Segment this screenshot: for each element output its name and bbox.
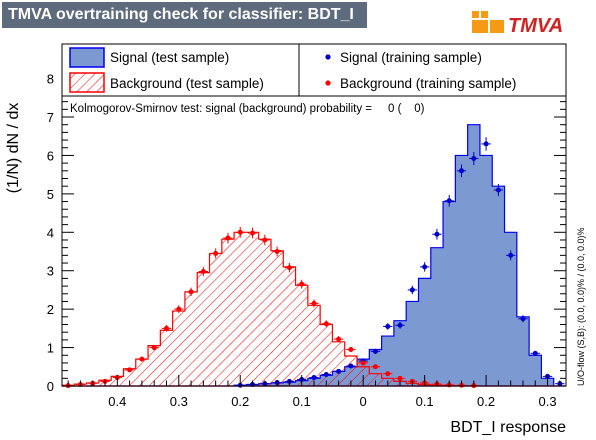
signal-train-point bbox=[495, 187, 501, 193]
y-axis-label: (1/N) dN / dx bbox=[5, 103, 22, 194]
background-train-point bbox=[163, 325, 169, 331]
background-train-point bbox=[286, 265, 292, 271]
background-train-point bbox=[348, 346, 354, 352]
legend-label-background-test: Background (test sample) bbox=[110, 76, 264, 91]
background-train-point bbox=[188, 289, 194, 295]
signal-train-point bbox=[471, 156, 477, 162]
background-train-point bbox=[127, 367, 133, 373]
x-tick-label: 0.3 bbox=[170, 394, 188, 409]
background-test-histogram bbox=[61, 231, 566, 387]
background-train-point bbox=[200, 268, 206, 274]
background-train-point bbox=[237, 229, 243, 235]
signal-train-point bbox=[385, 323, 391, 329]
signal-train-point bbox=[459, 168, 465, 174]
background-train-point bbox=[372, 364, 378, 370]
signal-train-point bbox=[483, 141, 489, 147]
signal-train-point bbox=[372, 348, 378, 354]
background-train-point bbox=[225, 235, 231, 241]
y-tick-label: 2 bbox=[47, 302, 54, 317]
legend-label-background-train: Background (training sample) bbox=[340, 76, 516, 91]
legend-marker-background-train bbox=[325, 80, 331, 86]
signal-train-point bbox=[397, 322, 403, 328]
background-train-point bbox=[213, 250, 219, 256]
legend-swatch-background-test bbox=[69, 72, 105, 93]
background-train-point bbox=[385, 371, 391, 377]
legend-swatch-signal-test bbox=[69, 47, 105, 68]
background-train-point bbox=[323, 321, 329, 327]
y-tick-label: 5 bbox=[47, 187, 54, 202]
background-train-point bbox=[262, 237, 268, 243]
y-tick-label: 3 bbox=[47, 264, 54, 279]
background-train-point bbox=[360, 360, 366, 366]
background-train-point bbox=[274, 249, 280, 255]
legend-box-training bbox=[298, 43, 567, 97]
background-train-point bbox=[397, 375, 403, 381]
background-train-point bbox=[250, 230, 256, 236]
tmva-logo: TMVA bbox=[472, 11, 563, 37]
signal-train-point bbox=[434, 231, 440, 237]
y-tick-label: 4 bbox=[47, 225, 54, 240]
x-tick-label: 0 bbox=[360, 394, 367, 409]
signal-train-point bbox=[323, 371, 329, 377]
background-train-point bbox=[336, 336, 342, 342]
y-tick-label: 7 bbox=[47, 110, 54, 125]
background-train-point bbox=[139, 356, 145, 362]
plot-title: TMVA overtraining check for classifier: … bbox=[2, 2, 367, 28]
background-train-point bbox=[151, 345, 157, 351]
logo-text: TMVA bbox=[508, 15, 563, 37]
background-train-point bbox=[311, 300, 317, 306]
overflow-text: U/O-flow (S,B): (0.0, 0.0)% / (0.0, 0.0)… bbox=[576, 227, 586, 386]
y-tick-label: 1 bbox=[47, 341, 54, 356]
x-tick-label: 0.1 bbox=[293, 394, 311, 409]
x-tick-label: 0.3 bbox=[539, 394, 557, 409]
x-tick-label: 0.1 bbox=[416, 394, 434, 409]
y-tick-label: 8 bbox=[47, 72, 54, 87]
ks-test-text: Kolmogorov-Smirnov test: signal (backgro… bbox=[70, 103, 425, 115]
signal-train-point bbox=[311, 375, 317, 381]
legend-label-signal-test: Signal (test sample) bbox=[110, 50, 229, 65]
signal-train-point bbox=[336, 368, 342, 374]
x-tick-label: 0.2 bbox=[477, 394, 495, 409]
x-tick-label: 0.2 bbox=[231, 394, 249, 409]
signal-train-point bbox=[446, 198, 452, 204]
signal-train-point bbox=[422, 264, 428, 270]
x-axis-label: BDT_I response bbox=[450, 419, 566, 436]
signal-train-point bbox=[520, 316, 526, 322]
legend: Signal (test sample) Background (test sa… bbox=[61, 43, 567, 97]
y-tick-label: 6 bbox=[47, 148, 54, 163]
signal-train-point bbox=[532, 350, 538, 356]
signal-train-point bbox=[348, 363, 354, 369]
signal-train-point bbox=[508, 252, 514, 258]
background-train-point bbox=[176, 306, 182, 312]
signal-train-point bbox=[409, 287, 415, 293]
y-tick-label: 0 bbox=[47, 379, 54, 394]
background-train-point bbox=[299, 281, 305, 287]
x-tick-label: 0.4 bbox=[108, 394, 126, 409]
legend-marker-signal-train bbox=[325, 54, 331, 60]
legend-label-signal-train: Signal (training sample) bbox=[340, 50, 482, 65]
background-test-bars bbox=[61, 231, 566, 387]
